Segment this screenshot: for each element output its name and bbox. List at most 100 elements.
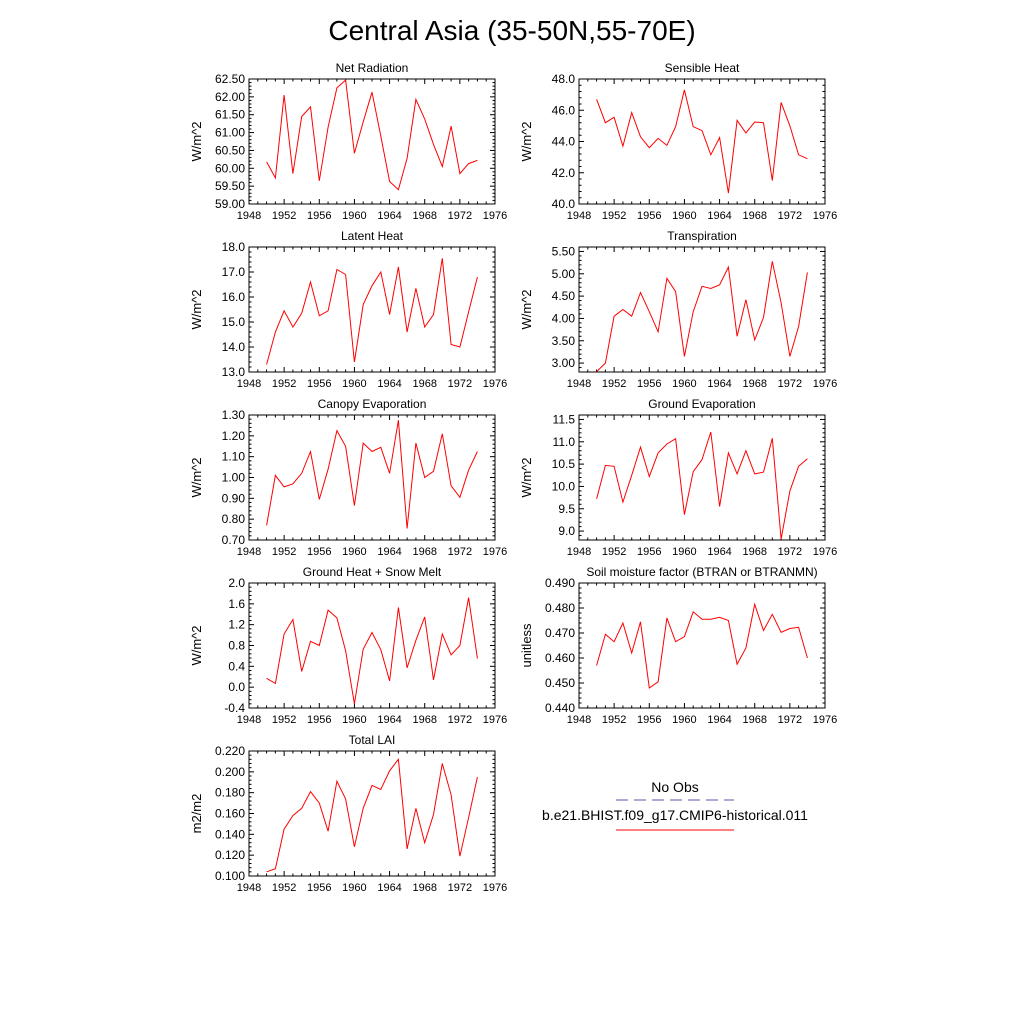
x-tick-label: 1976 — [483, 546, 507, 558]
series-line — [596, 431, 808, 540]
x-tick-label: 1956 — [637, 210, 661, 222]
panel-title: Sensible Heat — [665, 61, 740, 75]
panel-title: Soil moisture factor (BTRAN or BTRANMN) — [586, 565, 817, 579]
x-tick-label: 1972 — [778, 546, 802, 558]
y-tick-label: 61.00 — [215, 126, 245, 140]
x-tick-label: 1964 — [377, 378, 401, 390]
y-tick-label: 0.460 — [545, 651, 575, 665]
panel-soil-moisture-factor-btran-or-btranmn: 1948 1952 1956 1960 1964 1968 1972 1976 0.440 0.4… — [519, 565, 837, 726]
y-tick-label: 18.0 — [222, 240, 246, 254]
y-axis-label: W/m^2 — [189, 121, 204, 161]
x-tick-label: 1948 — [237, 882, 261, 894]
x-tick-label: 1976 — [483, 882, 507, 894]
y-axis-label: W/m^2 — [189, 625, 204, 665]
y-tick-label: 0.80 — [222, 512, 246, 526]
x-tick-label: 1976 — [813, 210, 837, 222]
x-tick-label: 1960 — [672, 714, 696, 726]
y-tick-label: 40.0 — [552, 197, 576, 211]
y-tick-label: 9.5 — [558, 502, 575, 516]
x-tick-label: 1948 — [567, 378, 591, 390]
x-tick-label: 1956 — [307, 378, 331, 390]
x-tick-label: 1976 — [813, 714, 837, 726]
y-tick-label: 11.5 — [553, 412, 576, 426]
x-tick-label: 1976 — [483, 714, 507, 726]
panel-title: Transpiration — [667, 229, 737, 243]
x-tick-label: 1976 — [813, 546, 837, 558]
x-tick-label: 1948 — [567, 714, 591, 726]
panel-title: Ground Evaporation — [648, 397, 755, 411]
x-tick-label: 1956 — [307, 714, 331, 726]
y-axis-label: W/m^2 — [519, 289, 534, 329]
x-tick-label: 1972 — [448, 546, 472, 558]
y-tick-label: 4.00 — [552, 311, 576, 325]
panel-title: Net Radiation — [336, 61, 409, 75]
x-tick-label: 1952 — [602, 210, 626, 222]
x-tick-label: 1960 — [672, 546, 696, 558]
x-tick-label: 1960 — [342, 378, 366, 390]
y-tick-label: 0.220 — [215, 744, 245, 758]
legend: No Obs b.e21.BHIST.f09_g17.CMIP6-histori… — [542, 779, 808, 831]
x-tick-label: 1976 — [483, 210, 507, 222]
y-tick-label: -0.4 — [224, 701, 245, 715]
y-tick-label: 60.00 — [215, 161, 245, 175]
x-tick-label: 1952 — [272, 378, 296, 390]
panel-latent-heat: 1948 1952 1956 1960 1964 1968 1972 1976 13.0 14.0… — [189, 229, 507, 390]
y-tick-label: 60.50 — [215, 143, 245, 157]
y-tick-label: 11.0 — [553, 435, 576, 449]
y-tick-label: 17.0 — [222, 265, 246, 279]
x-tick-label: 1964 — [377, 210, 401, 222]
panel-total-lai: 1948 1952 1956 1960 1964 1968 1972 1976 0.100 0.1… — [189, 733, 507, 894]
chart-panels: 1948 1952 1956 1960 1964 1968 1972 1976 59.00 59.… — [189, 61, 837, 894]
y-tick-label: 0.440 — [545, 701, 575, 715]
x-tick-label: 1968 — [742, 714, 766, 726]
y-tick-label: 0.120 — [215, 848, 245, 862]
y-tick-label: 1.2 — [228, 618, 245, 632]
y-tick-label: 5.50 — [552, 244, 576, 258]
series-line — [266, 597, 478, 704]
y-tick-label: 3.00 — [552, 356, 576, 370]
x-tick-label: 1948 — [237, 210, 261, 222]
series-line — [596, 261, 808, 372]
series-line — [266, 757, 478, 873]
x-tick-label: 1956 — [307, 210, 331, 222]
y-tick-label: 0.8 — [228, 639, 245, 653]
y-tick-label: 1.30 — [222, 408, 246, 422]
x-tick-label: 1972 — [778, 210, 802, 222]
y-tick-label: 59.50 — [215, 179, 245, 193]
y-tick-label: 3.50 — [552, 334, 576, 348]
x-tick-label: 1956 — [307, 546, 331, 558]
y-tick-label: 0.490 — [545, 576, 575, 590]
panel-ground-evaporation: 1948 1952 1956 1960 1964 1968 1972 1976 9.0 9.5 10… — [519, 397, 837, 558]
x-tick-label: 1968 — [742, 546, 766, 558]
panel-title: Canopy Evaporation — [318, 397, 427, 411]
x-tick-label: 1968 — [412, 714, 436, 726]
y-axis-label: unitless — [519, 623, 534, 668]
x-tick-label: 1976 — [483, 378, 507, 390]
x-tick-label: 1952 — [602, 378, 626, 390]
panel-title: Total LAI — [349, 733, 396, 747]
x-tick-label: 1948 — [237, 714, 261, 726]
x-tick-label: 1952 — [272, 882, 296, 894]
series-line — [596, 89, 808, 194]
panel-net-radiation: 1948 1952 1956 1960 1964 1968 1972 1976 59.00 59.… — [189, 61, 507, 222]
y-tick-label: 10.0 — [552, 479, 576, 493]
x-tick-label: 1972 — [778, 714, 802, 726]
x-tick-label: 1960 — [672, 378, 696, 390]
y-tick-label: 9.0 — [558, 524, 575, 538]
x-tick-label: 1956 — [637, 378, 661, 390]
x-tick-label: 1960 — [342, 546, 366, 558]
y-tick-label: 0.70 — [222, 533, 246, 547]
panel-ground-heat-snow-melt: 1948 1952 1956 1960 1964 1968 1972 1976 -0.4 0.0 0… — [189, 565, 507, 726]
x-tick-label: 1964 — [707, 714, 731, 726]
x-tick-label: 1952 — [602, 546, 626, 558]
y-tick-label: 0.4 — [228, 659, 245, 673]
x-tick-label: 1960 — [672, 210, 696, 222]
x-tick-label: 1964 — [377, 882, 401, 894]
x-tick-label: 1956 — [307, 882, 331, 894]
x-tick-label: 1972 — [448, 378, 472, 390]
y-tick-label: 48.0 — [552, 72, 576, 86]
x-tick-label: 1960 — [342, 714, 366, 726]
x-tick-label: 1968 — [412, 210, 436, 222]
x-tick-label: 1956 — [637, 546, 661, 558]
